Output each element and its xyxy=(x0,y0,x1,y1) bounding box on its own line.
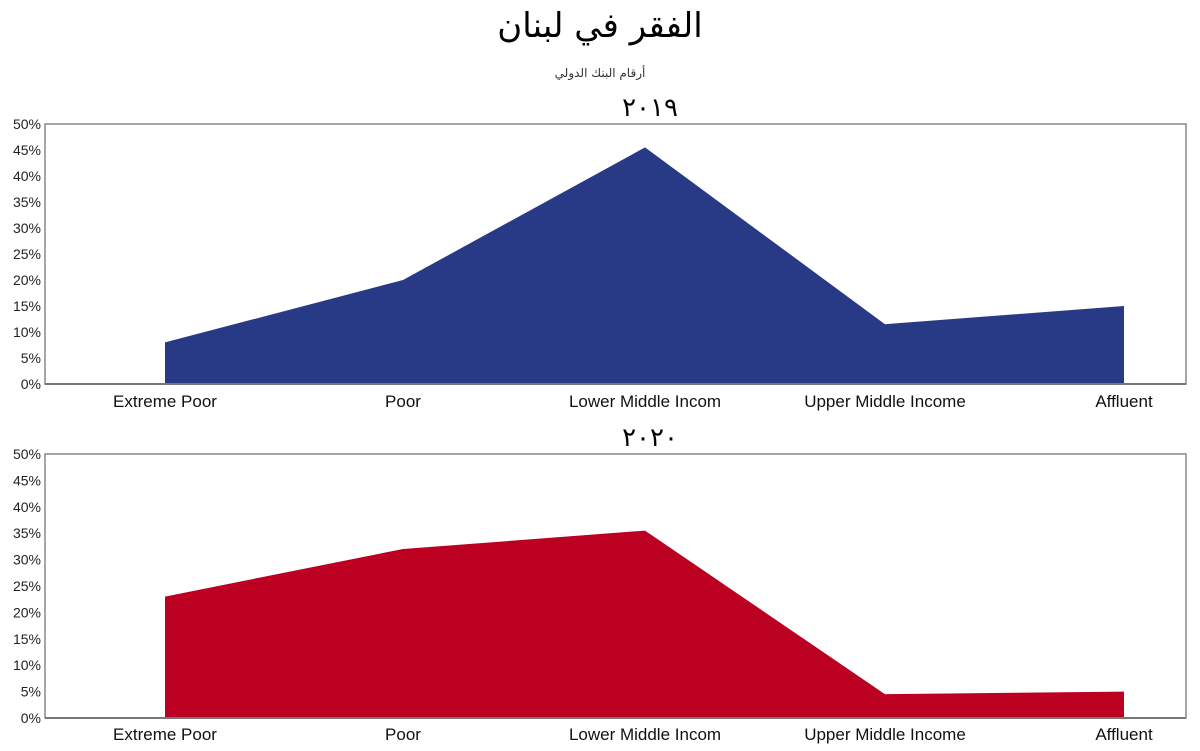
chart-2019-xtick-0: Extreme Poor xyxy=(113,392,217,411)
chart-2019-svg: ٢٠١٩ 0% 5% 10% 15% 20% 25% 30% 35% 40% 45% 50% Extre… xyxy=(13,93,1187,411)
chart-2019-ytick-2: 10% xyxy=(13,324,41,340)
chart-2019-ytick-4: 20% xyxy=(13,272,41,288)
chart-2020-ytick-8: 40% xyxy=(13,499,41,515)
chart-2020-xtick-2: Lower Middle Incom xyxy=(569,725,721,744)
chart-2020-svg: ٢٠٢٠ 0% 5% 10% 15% 20% 25% 30% 35% 40% 45% 50% Extre… xyxy=(13,423,1187,744)
chart-2019-xtick-2: Lower Middle Incom xyxy=(569,392,721,411)
chart-2020-ytick-2: 10% xyxy=(13,657,41,673)
page-title: الفقر في لبنان xyxy=(497,6,703,46)
chart-2019-ytick-3: 15% xyxy=(13,298,41,314)
chart-2020-ytick-0: 0% xyxy=(21,710,41,726)
chart-2020-ytick-9: 45% xyxy=(13,472,41,488)
chart-2019-ytick-9: 45% xyxy=(13,142,41,158)
chart-2020-xtick-3: Upper Middle Income xyxy=(804,725,966,744)
chart-2020-ytick-7: 35% xyxy=(13,525,41,541)
chart-2019-ytick-6: 30% xyxy=(13,220,41,236)
chart-2019-xtick-1: Poor xyxy=(385,392,421,411)
chart-2019-xtick-3: Upper Middle Income xyxy=(804,392,966,411)
chart-2020-ytick-3: 15% xyxy=(13,631,41,647)
page-subtitle: أرقام البنك الدولي xyxy=(554,66,646,80)
chart-2019-ytick-7: 35% xyxy=(13,194,41,210)
chart-2019-title: ٢٠١٩ xyxy=(622,93,678,123)
chart-2020-ytick-1: 5% xyxy=(21,684,41,700)
chart-2019-ytick-1: 5% xyxy=(21,350,41,366)
chart-2020: ٢٠٢٠ 0% 5% 10% 15% 20% 25% 30% 35% 40% 45% 50% Extre… xyxy=(0,418,1200,751)
chart-2019-ytick-10: 50% xyxy=(13,116,41,132)
chart-2020-xtick-0: Extreme Poor xyxy=(113,725,217,744)
chart-2019-xtick-4: Affluent xyxy=(1095,392,1153,411)
chart-2019-area xyxy=(165,147,1124,384)
chart-2020-ytick-4: 20% xyxy=(13,604,41,620)
chart-2019-ytick-8: 40% xyxy=(13,168,41,184)
chart-2020-ytick-5: 25% xyxy=(13,578,41,594)
chart-2020-title: ٢٠٢٠ xyxy=(622,423,678,453)
chart-2019-ytick-0: 0% xyxy=(21,376,41,392)
chart-2020-area xyxy=(165,530,1124,718)
chart-2020-xtick-1: Poor xyxy=(385,725,421,744)
chart-2019: ٢٠١٩ 0% 5% 10% 15% 20% 25% 30% 35% 40% 45% 50% Extre… xyxy=(0,86,1200,416)
chart-2019-ytick-5: 25% xyxy=(13,246,41,262)
chart-2020-ytick-10: 50% xyxy=(13,446,41,462)
chart-2020-ytick-6: 30% xyxy=(13,552,41,568)
chart-2020-xtick-4: Affluent xyxy=(1095,725,1153,744)
